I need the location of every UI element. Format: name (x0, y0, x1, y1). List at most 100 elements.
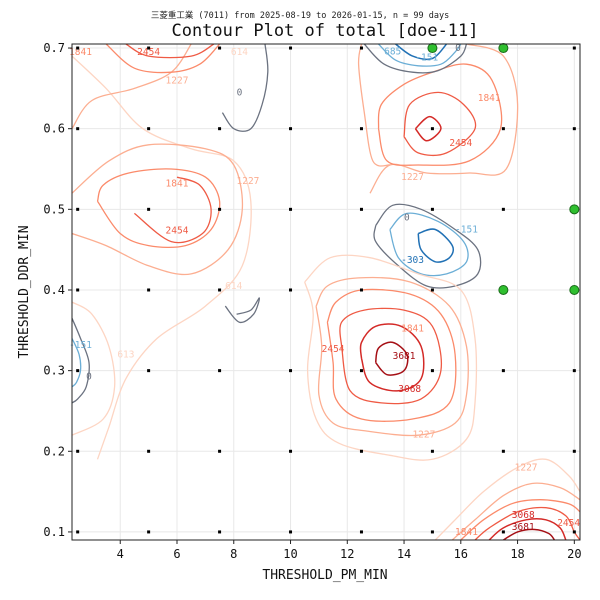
design-point (430, 207, 434, 211)
x-tick-label: 4 (117, 547, 124, 561)
design-point (218, 46, 222, 50)
design-point (289, 530, 293, 534)
contour-line-0 (72, 317, 90, 404)
y-axis-label: THRESHOLD_DDR_MIN (17, 225, 32, 358)
contour-label: 2454 (449, 138, 472, 149)
contour-label: 2454 (557, 518, 580, 529)
y-tick-label: 0.1 (43, 525, 65, 539)
contour-line-2454 (134, 176, 212, 244)
design-point (147, 127, 151, 131)
contour-line-3068 (414, 115, 442, 142)
contour-line-1227 (315, 276, 469, 437)
contour-line-614 (304, 254, 478, 461)
contour-label: -151 (455, 224, 478, 235)
contour-line-0 (224, 297, 260, 324)
contour-label: 1841 (455, 527, 478, 538)
contour-label: 3068 (512, 510, 535, 521)
best-point (498, 43, 509, 54)
design-point (289, 127, 293, 131)
contour-line-1227 (369, 44, 519, 194)
design-point (359, 46, 363, 50)
design-point (359, 127, 363, 131)
contour-label: 685 (384, 46, 401, 57)
contour-label: 0 (237, 87, 243, 98)
y-tick-label: 0.6 (43, 122, 65, 136)
contour-line-3068 (359, 323, 425, 392)
design-point (218, 369, 222, 373)
contour-line-614 (72, 301, 116, 436)
contour-line--151 (72, 338, 82, 388)
design-point (501, 207, 505, 211)
y-tick-label: 0.5 (43, 202, 65, 216)
contour-line-3681 (374, 341, 409, 376)
contour-line-1841 (96, 168, 221, 249)
design-point (289, 449, 293, 453)
contour-label: -151 (69, 340, 92, 351)
x-tick-label: 16 (454, 547, 468, 561)
x-tick-label: 20 (567, 547, 581, 561)
best-point (498, 284, 509, 295)
design-point (147, 449, 151, 453)
design-point (76, 530, 80, 534)
x-tick-label: 12 (340, 547, 354, 561)
y-tick-label: 0.4 (43, 283, 65, 297)
contour-line-1227 (357, 44, 391, 167)
design-point (359, 449, 363, 453)
contour-label: 1227 (412, 429, 435, 440)
contour-label: 2454 (166, 225, 189, 236)
contour-label: 1227 (237, 176, 260, 187)
contour-label: 614 (231, 47, 248, 58)
contour-line--151 (389, 212, 469, 277)
design-point (218, 449, 222, 453)
design-points (76, 43, 580, 534)
contour-label: 3681 (512, 522, 535, 533)
design-point (289, 288, 293, 292)
contour-label: 1841 (69, 47, 92, 58)
design-point (501, 530, 505, 534)
design-point (359, 530, 363, 534)
contour-label: 1227 (166, 75, 189, 86)
design-point (147, 530, 151, 534)
contour-label: 3068 (398, 384, 421, 395)
design-point (218, 127, 222, 131)
contour-line-1841 (105, 44, 221, 74)
design-point (572, 449, 576, 453)
design-point (218, 530, 222, 534)
design-point (147, 46, 151, 50)
x-tick-label: 6 (173, 547, 180, 561)
contour-line--151 (378, 44, 462, 67)
contour-label: 614 (225, 281, 242, 292)
design-point (76, 288, 80, 292)
contour-line-0 (373, 203, 482, 289)
design-point (147, 369, 151, 373)
contour-line-2454 (125, 44, 215, 59)
contour-line-2454 (339, 307, 442, 405)
design-point (76, 207, 80, 211)
design-point (572, 46, 576, 50)
contour-label: 613 (117, 350, 134, 361)
contour-label: 1841 (166, 179, 189, 190)
contour-line-1227 (72, 143, 244, 276)
contour-line--303 (395, 44, 448, 61)
contour-label: 3681 (393, 351, 416, 362)
contour-label: 1227 (401, 172, 424, 183)
design-point (147, 207, 151, 211)
design-point (572, 369, 576, 373)
design-point (76, 369, 80, 373)
design-point (572, 127, 576, 131)
y-tick-label: 0.2 (43, 444, 65, 458)
contour-line-0 (221, 44, 269, 132)
design-point (147, 288, 151, 292)
chart-subtitle: 三菱重工業 (7011) from 2025-08-19 to 2026-01-… (151, 10, 449, 21)
design-point (501, 127, 505, 131)
design-point (359, 369, 363, 373)
design-point (289, 46, 293, 50)
y-tick-label: 0.3 (43, 364, 65, 378)
plot-frame (71, 43, 581, 541)
best-point (569, 204, 580, 215)
x-axis-label: THRESHOLD_PM_MIN (262, 568, 387, 583)
design-point (501, 369, 505, 373)
design-point (218, 288, 222, 292)
contour-line-1841 (326, 288, 457, 422)
